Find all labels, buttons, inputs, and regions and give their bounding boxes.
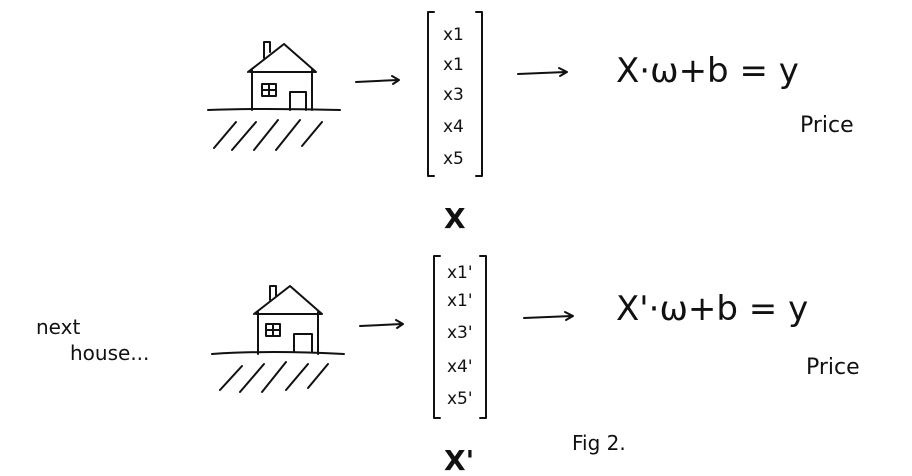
house-top — [207, 41, 341, 151]
vector-entry: x5' — [447, 389, 473, 409]
vector-label-bottom: X' — [444, 444, 474, 476]
arrow-vector-to-equation-bottom — [523, 311, 574, 321]
vector-entry: x1 — [443, 55, 464, 75]
vector-entry: x5 — [443, 149, 464, 169]
output-label-top: Price — [800, 113, 854, 138]
equation-top: X·ω+b = y — [616, 51, 799, 91]
vector-entry: x4' — [447, 357, 473, 377]
side-note-line1: next — [36, 315, 80, 339]
equation-bottom: X'·ω+b = y — [616, 289, 808, 329]
house-bottom — [211, 285, 345, 393]
vector-label-top: X — [444, 202, 466, 235]
vector-entry: x3' — [447, 323, 473, 343]
vector-entry: x1' — [447, 263, 473, 283]
arrow-house-to-vector-top — [355, 75, 400, 85]
feature-vector-top: x1 x1 x3 x4 x5 — [427, 11, 483, 177]
output-label-bottom: Price — [806, 355, 860, 380]
vector-entry: x1 — [443, 25, 464, 45]
vector-entry: x3 — [443, 85, 464, 105]
side-note-line2: house... — [70, 341, 149, 365]
arrow-house-to-vector-bottom — [359, 319, 404, 329]
vector-entry: x1' — [447, 291, 473, 311]
vector-entry: x4 — [443, 117, 464, 137]
figure-caption: Fig 2. — [572, 431, 626, 455]
feature-vector-bottom: x1' x1' x3' x4' x5' — [433, 255, 487, 419]
arrow-vector-to-equation-top — [517, 67, 568, 77]
